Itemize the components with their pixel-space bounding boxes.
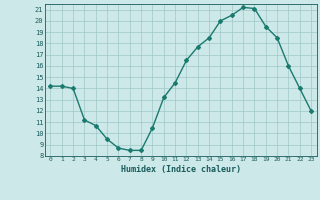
X-axis label: Humidex (Indice chaleur): Humidex (Indice chaleur): [121, 165, 241, 174]
